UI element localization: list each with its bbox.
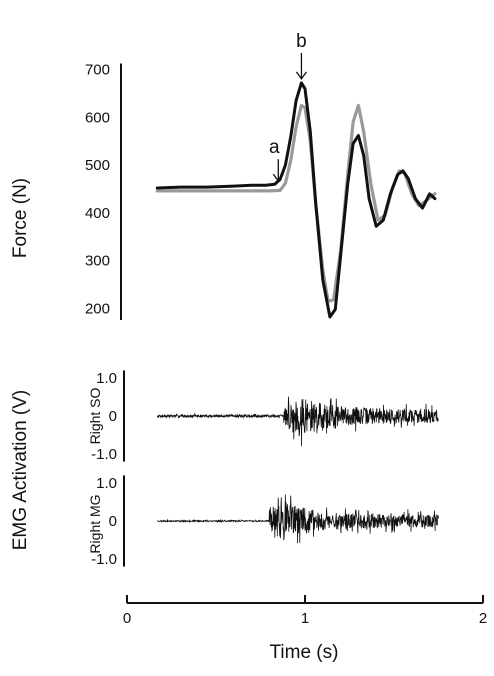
emg-y-tick-label: -1.0 (91, 446, 117, 463)
force-y-tick-label: 700 (85, 62, 110, 79)
annotation-label: b (296, 31, 307, 52)
emg-y-axis-label: EMG Activation (V) (10, 390, 31, 551)
emg-mg-trace (156, 494, 439, 544)
emg-y-tick-label: 1.0 (96, 370, 117, 387)
emg-y-tick-label: 0 (109, 408, 117, 425)
emg-y-tick-label: 0 (109, 513, 117, 530)
time-tick-label: 2 (479, 610, 487, 627)
emg-mg-label: Right MG (87, 494, 103, 553)
annotation-arrowhead (295, 71, 307, 81)
emg-so-y-ticks: 1.0 0 -1.0 (91, 370, 117, 463)
emg-so-trace (156, 396, 439, 447)
time-tick-label: 0 (123, 610, 131, 627)
x-axis-label: Time (s) (270, 642, 339, 663)
force-y-tick-label: 300 (85, 253, 110, 270)
emg-mg-y-ticks: 1.0 0 -1.0 (91, 475, 117, 568)
time-tick-label: 1 (301, 610, 309, 627)
emg-y-tick-label: -1.0 (91, 551, 117, 568)
force-y-tick-label: 600 (85, 109, 110, 126)
force-y-ticks: 200 300 400 500 600 700 (85, 62, 110, 318)
force-series-line (155, 81, 437, 319)
emg-right-mg-panel: 1.0 0 -1.0 Right MG (87, 475, 439, 568)
annotation-label: a (269, 137, 280, 158)
force-y-tick-label: 500 (85, 157, 110, 174)
time-axis: 0 1 2 Time (s) (123, 595, 487, 663)
force-y-tick-label: 400 (85, 205, 110, 222)
force-series-line (155, 103, 437, 303)
force-y-tick-label: 200 (85, 300, 110, 317)
time-ticks: 0 1 2 (123, 595, 487, 627)
force-annotations: ab (269, 31, 307, 183)
emg-right-so-panel: 1.0 0 -1.0 Right SO (87, 370, 439, 463)
annotation-arrowhead (272, 173, 284, 183)
emg-so-label: Right SO (87, 387, 103, 444)
emg-y-tick-label: 1.0 (96, 475, 117, 492)
force-series-group (155, 81, 437, 319)
force-y-axis-label: Force (N) (10, 178, 31, 258)
